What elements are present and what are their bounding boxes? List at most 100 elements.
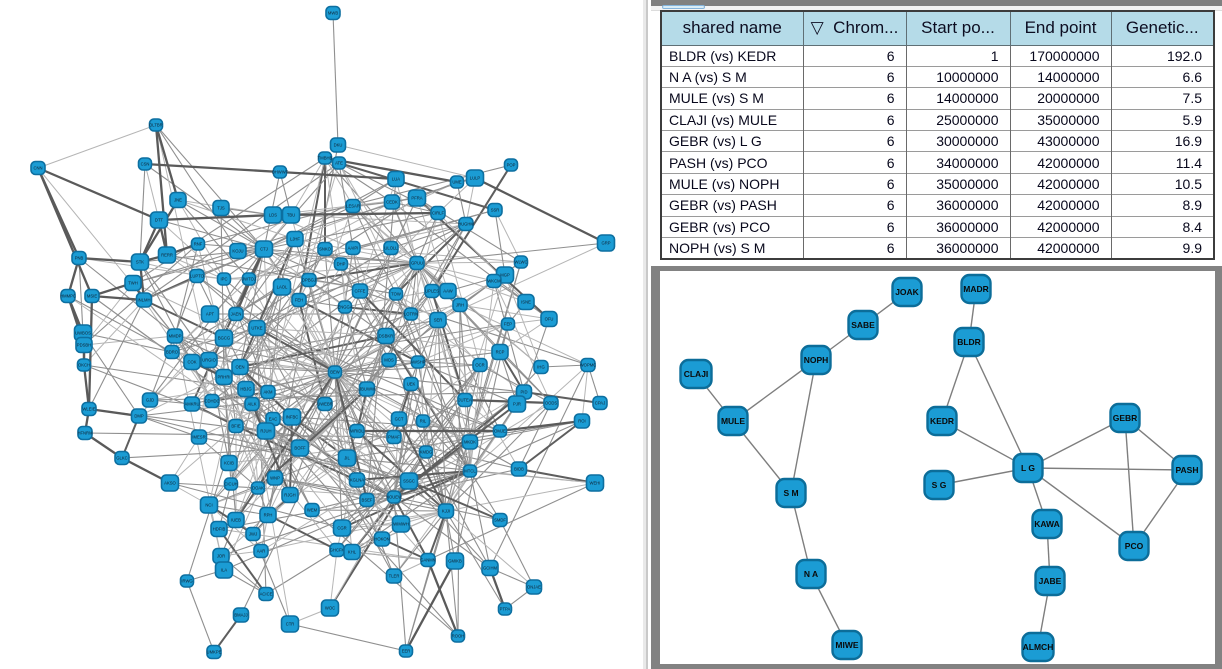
svg-text:BMAJJ: BMAJJ	[234, 613, 247, 618]
svg-text:PFRA: PFRA	[411, 196, 422, 201]
svg-text:WEM: WEM	[307, 508, 318, 513]
svg-text:JWJ: JWJ	[249, 532, 257, 537]
svg-text:JWTOJ: JWTOJ	[242, 277, 256, 282]
svg-text:RJUH: RJUH	[260, 429, 271, 434]
svg-text:EAC: EAC	[269, 417, 278, 422]
svg-text:PTPA: PTPA	[500, 607, 511, 612]
svg-text:MTCL: MTCL	[464, 469, 476, 474]
svg-text:ILA: ILA	[221, 568, 227, 573]
svg-text:N A: N A	[804, 569, 818, 579]
svg-text:JBUWW: JBUWW	[359, 387, 375, 392]
svg-text:GANMN: GANMN	[420, 558, 436, 563]
svg-text:IHG: IHG	[537, 365, 544, 370]
svg-text:CDHDC: CDHDC	[204, 399, 219, 404]
svg-text:TBU: TBU	[287, 213, 295, 218]
svg-text:RCP: RCP	[496, 350, 505, 355]
svg-text:HBJG: HBJG	[240, 387, 251, 392]
svg-text:UWEBR: UWEBR	[317, 402, 333, 407]
svg-text:GHCFK: GHCFK	[330, 548, 345, 553]
svg-text:UMKPE: UMKPE	[207, 650, 222, 655]
svg-text:IRWG: IRWG	[181, 579, 192, 584]
svg-text:RERR: RERR	[161, 253, 173, 258]
svg-text:GPUU: GPUU	[411, 261, 423, 266]
svg-text:ROI: ROI	[578, 419, 585, 424]
svg-text:PRHRI: PRHRI	[217, 375, 230, 380]
svg-text:JRH: JRH	[456, 303, 464, 308]
svg-text:CFFE: CFFE	[355, 289, 366, 294]
svg-text:MIWE: MIWE	[835, 640, 858, 650]
svg-text:LUA: LUA	[392, 177, 400, 182]
svg-text:JAEN: JAEN	[231, 312, 242, 317]
svg-text:KJJI: KJJI	[442, 509, 450, 514]
svg-text:BSEF: BSEF	[362, 498, 373, 503]
svg-text:APT: APT	[206, 312, 215, 317]
svg-text:PDSBH: PDSBH	[77, 343, 91, 348]
svg-text:RJGH: RJGH	[284, 493, 295, 498]
svg-text:CLAJI: CLAJI	[684, 369, 709, 379]
svg-text:AKM: AKM	[263, 390, 273, 395]
svg-text:LESAR: LESAR	[346, 204, 360, 209]
svg-text:ALMCH: ALMCH	[1023, 642, 1054, 652]
svg-text:INFBC: INFBC	[286, 415, 299, 420]
svg-text:JNE: JNE	[174, 198, 182, 203]
svg-text:UPLES: UPLES	[425, 289, 439, 294]
svg-text:GJD: GJD	[146, 398, 154, 403]
svg-text:TOW: TOW	[391, 292, 401, 297]
svg-text:JUTEA: JUTEA	[458, 398, 471, 403]
svg-text:MULE: MULE	[721, 416, 745, 426]
svg-text:CNN: CNN	[33, 166, 42, 171]
svg-text:ISNE: ISNE	[521, 300, 531, 305]
svg-text:LULP: LULP	[470, 176, 481, 181]
svg-text:BIDB: BIDB	[514, 467, 524, 472]
svg-text:GCT: GCT	[395, 417, 404, 422]
svg-text:CGR: CGR	[337, 526, 346, 531]
svg-text:ACICE: ACICE	[260, 592, 273, 597]
svg-text:BEW: BEW	[330, 370, 340, 375]
svg-text:SER: SER	[434, 318, 443, 323]
svg-text:ULOLL: ULOLL	[384, 246, 398, 251]
svg-text:OCR: OCR	[475, 363, 484, 368]
svg-text:URGIO: URGIO	[202, 358, 216, 363]
svg-text:CSN: CSN	[141, 162, 150, 167]
svg-text:UWBOS: UWBOS	[75, 331, 91, 336]
svg-text:PID: PID	[521, 390, 528, 395]
svg-text:DMP: DMP	[134, 414, 144, 419]
svg-text:HMMPC: HMMPC	[60, 294, 76, 299]
svg-text:RIL: RIL	[420, 419, 427, 424]
svg-text:AAIPI: AAIPI	[348, 246, 359, 251]
svg-text:JOR: JOR	[217, 554, 225, 559]
svg-text:LDS: LDS	[269, 213, 277, 218]
svg-text:CTJ: CTJ	[260, 247, 268, 252]
svg-text:TMBHB: TMBHB	[318, 156, 333, 161]
svg-text:UTKE: UTKE	[251, 326, 262, 331]
svg-text:BFIE: BFIE	[231, 424, 241, 429]
svg-text:LJHF: LJHF	[290, 237, 300, 242]
svg-text:MGP: MGP	[500, 273, 510, 278]
svg-text:ATE: ATE	[335, 161, 343, 166]
svg-text:TWH: TWH	[128, 281, 138, 286]
svg-text:SSR: SSR	[491, 208, 500, 213]
svg-text:AWSHP: AWSHP	[410, 360, 425, 365]
svg-text:EER: EER	[402, 649, 411, 654]
svg-text:MMDP: MMDP	[169, 334, 182, 339]
svg-text:BGCG: BGCG	[218, 336, 230, 341]
svg-text:PJR: PJR	[513, 402, 521, 407]
svg-text:PMAF: PMAF	[388, 435, 400, 440]
svg-text:SNKO: SNKO	[319, 247, 332, 252]
svg-text:DOAK: DOAK	[252, 486, 264, 491]
svg-text:FEP: FEP	[504, 322, 512, 327]
svg-text:DKU: DKU	[334, 143, 343, 148]
svg-text:DHWWT: DHWWT	[272, 170, 289, 175]
svg-text:OMJE: OMJE	[494, 429, 506, 434]
svg-text:MKDK: MKDK	[464, 440, 476, 445]
svg-text:WKCM: WKCM	[487, 279, 501, 284]
svg-text:NOUEW: NOUEW	[386, 495, 402, 500]
svg-text:CEDK: CEDK	[386, 200, 398, 205]
svg-text:FEH: FEH	[295, 298, 303, 303]
svg-text:WIMWH: WIMWH	[393, 522, 409, 527]
svg-text:GMIKB: GMIKB	[448, 559, 462, 564]
svg-text:KHL: KHL	[348, 550, 357, 555]
svg-text:TJS: TJS	[217, 206, 225, 211]
svg-text:CIRLF: CIRLF	[432, 211, 445, 216]
svg-text:BDRO: BDRO	[166, 350, 179, 355]
